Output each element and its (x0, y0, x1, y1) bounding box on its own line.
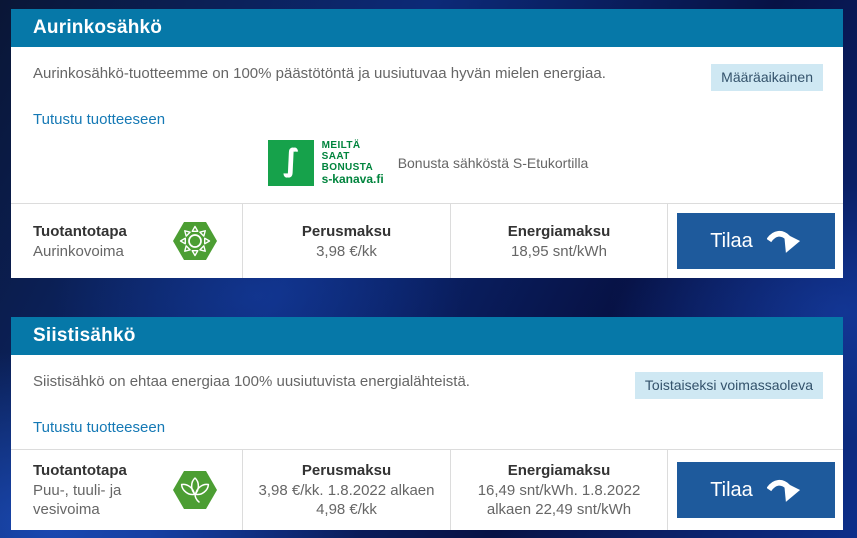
production-label: Tuotantotapa (33, 462, 127, 479)
base-fee-value: 3,98 €/kk (316, 242, 377, 260)
order-cell: Tilaa (667, 204, 843, 278)
production-value: Aurinkovoima (33, 242, 124, 260)
energy-fee-cell: Energiamaksu 16,49 snt/kWh. 1.8.2022 alk… (450, 450, 667, 530)
product-details-link[interactable]: Tutustu tuotteeseen (33, 419, 166, 436)
order-button[interactable]: Tilaa (676, 213, 835, 269)
curved-arrow-icon (766, 230, 800, 253)
bonus-logo-text: MEILTÄ SAAT BONUSTA (321, 140, 374, 173)
contract-type-badge: Toistaiseksi voimassaoleva (634, 372, 823, 399)
product-description: Siistisähkö on ehtaa energiaa 100% uusiu… (33, 373, 470, 390)
card-header: Aurinkosähkö (11, 9, 843, 47)
production-cell: Tuotantotapa Puu-, tuuli- ja vesivoima (11, 450, 242, 530)
bonus-logo-site: s-kanava.fi (321, 172, 384, 186)
product-details-link[interactable]: Tutustu tuotteeseen (33, 111, 166, 128)
energy-fee-value: 16,49 snt/kWh. 1.8.2022 alkaen 22,49 snt… (477, 482, 641, 518)
product-title: Siistisähkö (33, 325, 136, 346)
fee-row: Tuotantotapa Aurinkovoima Perus (11, 203, 843, 278)
contract-type-badge: Määräaikainen (711, 64, 823, 91)
fee-row: Tuotantotapa Puu-, tuuli- ja vesivoima P… (11, 449, 843, 530)
s-group-logo-icon: ∫∫ (267, 140, 314, 186)
description-row: Siistisähkö on ehtaa energiaa 100% uusiu… (33, 372, 823, 399)
bonus-caption: Bonusta sähköstä S-Etukortilla (397, 155, 589, 171)
bonus-logo-text-block: MEILTÄ SAAT BONUSTA s-kanava.fi (322, 140, 384, 186)
order-button[interactable]: Tilaa (676, 462, 835, 518)
order-button-label: Tilaa (710, 229, 753, 252)
production-cell: Tuotantotapa Aurinkovoima (11, 204, 242, 278)
production-value: Puu-, tuuli- ja vesivoima (33, 482, 122, 518)
base-fee-cell: Perusmaksu 3,98 €/kk. 1.8.2022 alkaen 4,… (242, 450, 450, 530)
order-cell: Tilaa (667, 450, 843, 530)
energy-fee-value: 18,95 snt/kWh (511, 242, 607, 260)
sun-icon (173, 222, 217, 260)
order-button-label: Tilaa (710, 478, 753, 501)
curved-arrow-icon (766, 479, 800, 502)
product-card-siistisahko: Siistisähkö Siistisähkö on ehtaa energia… (11, 317, 843, 530)
card-body: Aurinkosähkö-tuotteemme on 100% päästötö… (11, 47, 843, 203)
base-fee-label: Perusmaksu (301, 222, 392, 240)
product-title: Aurinkosähkö (33, 17, 163, 38)
card-body: Siistisähkö on ehtaa energiaa 100% uusiu… (11, 355, 843, 449)
product-description: Aurinkosähkö-tuotteemme on 100% päästötö… (33, 65, 606, 82)
energy-fee-label: Energiamaksu (507, 462, 611, 479)
base-fee-value: 3,98 €/kk. 1.8.2022 alkaen 4,98 €/kk (258, 482, 435, 518)
production-label: Tuotantotapa (33, 222, 127, 240)
leaves-icon (173, 471, 217, 509)
energy-fee-cell: Energiamaksu 18,95 snt/kWh (450, 204, 667, 278)
description-row: Aurinkosähkö-tuotteemme on 100% päästötö… (33, 64, 823, 91)
card-header: Siistisähkö (11, 317, 843, 355)
base-fee-cell: Perusmaksu 3,98 €/kk (242, 204, 450, 278)
energy-fee-label: Energiamaksu (507, 222, 611, 240)
bonus-banner: ∫∫ MEILTÄ SAAT BONUSTA s-kanava.fi Bonus… (33, 140, 823, 186)
base-fee-label: Perusmaksu (301, 462, 392, 479)
product-card-aurinkosahko: Aurinkosähkö Aurinkosähkö-tuotteemme on … (11, 9, 843, 278)
